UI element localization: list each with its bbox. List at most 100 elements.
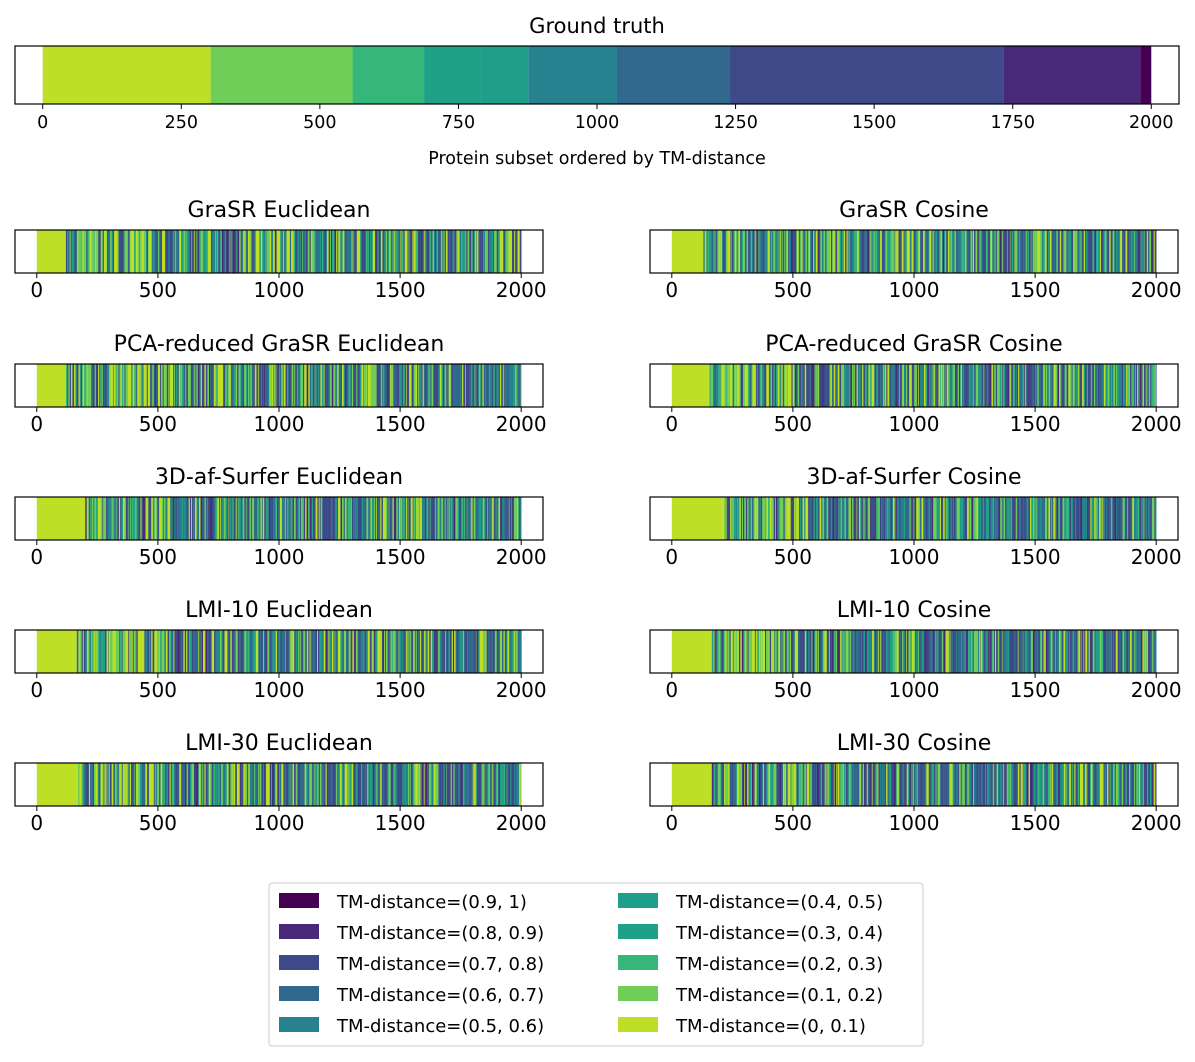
segment xyxy=(226,497,229,540)
segment xyxy=(420,364,423,407)
segment xyxy=(388,230,390,273)
segment xyxy=(1082,364,1084,407)
segment xyxy=(836,630,839,673)
segment xyxy=(114,230,117,273)
segment xyxy=(804,630,806,673)
segment xyxy=(873,230,876,273)
segment xyxy=(760,230,763,273)
segment xyxy=(409,230,411,273)
segment xyxy=(154,630,156,673)
segment xyxy=(713,630,715,673)
segment xyxy=(210,230,213,273)
segment xyxy=(352,230,353,273)
segment xyxy=(845,230,847,273)
segment xyxy=(963,364,965,407)
segment xyxy=(490,230,492,273)
segment xyxy=(1070,364,1073,407)
segment xyxy=(887,364,890,407)
segment xyxy=(962,763,965,806)
segment xyxy=(938,230,940,273)
segment xyxy=(828,630,831,673)
segment xyxy=(1051,230,1053,273)
segment xyxy=(1148,230,1151,273)
segment xyxy=(396,230,399,273)
segment xyxy=(720,230,723,273)
segment xyxy=(77,230,80,273)
segment xyxy=(506,630,508,673)
segment xyxy=(238,630,240,673)
segment xyxy=(756,630,758,673)
segment xyxy=(191,497,193,540)
segment xyxy=(235,364,237,407)
segment xyxy=(1018,630,1021,673)
segment xyxy=(412,497,414,540)
segment xyxy=(439,364,442,407)
segment xyxy=(1069,230,1072,273)
segment xyxy=(83,630,86,673)
segment xyxy=(1025,230,1028,273)
segment xyxy=(823,364,826,407)
segment xyxy=(779,497,782,540)
segment xyxy=(281,497,284,540)
segment xyxy=(1059,230,1062,273)
segment xyxy=(1043,364,1045,407)
segment xyxy=(429,497,431,540)
segment xyxy=(972,230,974,273)
segment xyxy=(240,630,243,673)
segment xyxy=(328,364,331,407)
segment xyxy=(382,364,384,407)
segment xyxy=(89,230,92,273)
segment xyxy=(740,364,742,407)
segment xyxy=(808,230,811,273)
segment xyxy=(942,497,944,540)
segment xyxy=(107,763,109,806)
segment xyxy=(875,763,877,806)
segment xyxy=(88,497,91,540)
segment xyxy=(201,763,203,806)
segment xyxy=(775,763,777,806)
segment xyxy=(265,364,267,407)
segment xyxy=(331,230,333,273)
segment xyxy=(797,230,800,273)
segment xyxy=(485,230,488,273)
segment xyxy=(135,497,138,540)
segment xyxy=(489,364,491,407)
segment xyxy=(1026,763,1029,806)
segment xyxy=(466,763,469,806)
segment xyxy=(857,364,860,407)
segment xyxy=(1062,497,1065,540)
segment xyxy=(885,497,887,540)
segment xyxy=(758,763,761,806)
segment xyxy=(446,763,447,806)
segment xyxy=(472,230,475,273)
segment xyxy=(434,364,436,407)
segment xyxy=(165,364,168,407)
segment xyxy=(809,364,811,407)
segment xyxy=(231,630,234,673)
segment xyxy=(1032,364,1034,407)
segment xyxy=(341,230,343,273)
segment xyxy=(418,364,420,407)
segment xyxy=(1021,497,1024,540)
segment xyxy=(1085,497,1088,540)
segment xyxy=(1037,763,1040,806)
segment xyxy=(466,230,468,273)
segment xyxy=(949,230,951,273)
segment xyxy=(757,230,759,273)
segment xyxy=(830,364,833,407)
segment xyxy=(942,230,945,273)
segment xyxy=(440,763,442,806)
segment xyxy=(1043,497,1046,540)
segment xyxy=(348,630,351,673)
segment xyxy=(949,763,951,806)
segment xyxy=(406,630,408,673)
segment xyxy=(171,364,174,407)
segment xyxy=(936,630,938,673)
segment xyxy=(419,763,421,806)
segment xyxy=(1126,497,1128,540)
segment xyxy=(278,497,281,540)
segment xyxy=(952,497,954,540)
segment xyxy=(706,230,708,273)
segment xyxy=(876,630,879,673)
segment xyxy=(346,364,348,407)
